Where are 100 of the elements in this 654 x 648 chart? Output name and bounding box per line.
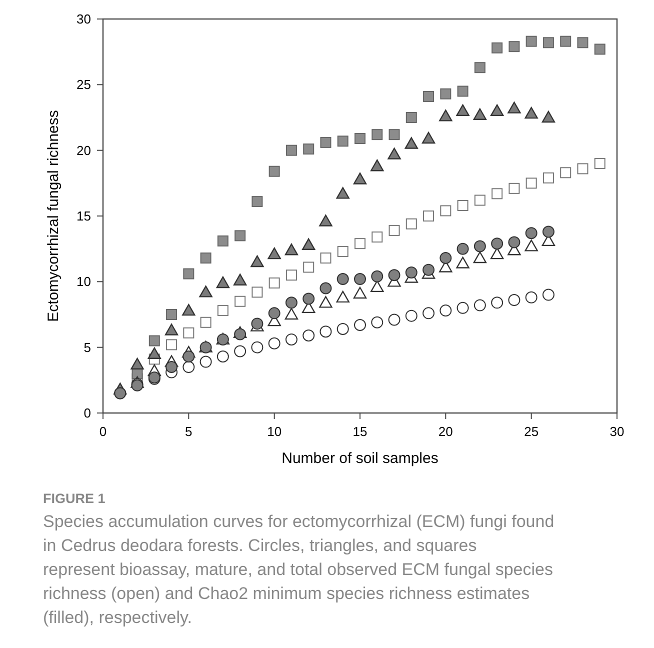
point (371, 316, 384, 328)
point (166, 361, 178, 374)
point (148, 335, 160, 346)
point (216, 350, 229, 363)
point (353, 172, 367, 184)
point (286, 144, 297, 156)
point (268, 337, 280, 350)
point (319, 214, 332, 226)
point (508, 182, 520, 194)
point (577, 163, 588, 174)
point (456, 302, 469, 314)
x-tick-label: 25 (524, 424, 539, 439)
point (404, 137, 418, 149)
point (233, 274, 247, 286)
point (234, 230, 246, 242)
point (457, 200, 468, 211)
point (508, 294, 520, 306)
point (388, 148, 401, 160)
point (508, 236, 520, 248)
point (354, 133, 366, 144)
y-tick-label: 5 (84, 340, 91, 355)
point (372, 232, 383, 243)
point (388, 314, 400, 326)
point (490, 247, 504, 260)
y-axis-title: Ectomycorrhizal fungal richness (45, 110, 62, 322)
point (337, 136, 348, 147)
point (560, 36, 572, 47)
point (354, 319, 366, 332)
point (405, 310, 418, 322)
point (182, 361, 195, 374)
point (440, 205, 452, 216)
point (370, 159, 384, 172)
point (542, 110, 556, 123)
point (353, 286, 367, 299)
point (217, 235, 228, 246)
point (183, 327, 194, 338)
point (148, 347, 161, 359)
x-tick-label: 10 (267, 424, 282, 439)
point (406, 218, 417, 230)
point (422, 264, 435, 276)
point (457, 86, 468, 97)
point (423, 210, 434, 222)
point (388, 269, 400, 282)
point (303, 262, 314, 273)
x-tick-label: 5 (185, 424, 192, 439)
point (166, 309, 178, 320)
point (491, 238, 504, 250)
point (183, 268, 194, 280)
point (456, 242, 469, 255)
point (526, 36, 537, 47)
point (524, 106, 538, 119)
point (473, 251, 487, 264)
point (473, 108, 487, 120)
point (422, 307, 435, 320)
point (474, 240, 486, 252)
point (542, 226, 554, 238)
x-tick-label: 30 (610, 424, 624, 439)
point (456, 256, 470, 268)
point (508, 102, 521, 114)
point (577, 37, 588, 48)
point (164, 324, 178, 336)
point (492, 188, 503, 200)
point (491, 296, 504, 309)
point (252, 196, 263, 208)
point (492, 42, 503, 54)
point (594, 44, 606, 55)
point (336, 322, 349, 335)
point (406, 112, 417, 123)
point (542, 172, 554, 184)
point (405, 266, 418, 278)
point (303, 144, 314, 155)
point (199, 286, 212, 298)
point (560, 167, 572, 178)
point (286, 270, 297, 281)
point (268, 307, 280, 320)
point (320, 252, 332, 264)
caption: FIGURE 1 (43, 491, 106, 506)
point (200, 356, 212, 368)
point (525, 291, 538, 304)
point (234, 296, 246, 307)
point (372, 129, 383, 140)
point (200, 252, 212, 264)
point (302, 330, 315, 342)
point (336, 187, 350, 199)
point (542, 288, 554, 301)
point (440, 304, 452, 317)
point (422, 132, 436, 144)
y-tick-label: 25 (76, 77, 91, 92)
point (524, 240, 538, 252)
point (474, 62, 486, 74)
point (268, 277, 280, 288)
point (354, 238, 366, 250)
x-axis-title: Number of soil samples (282, 450, 438, 467)
point (371, 270, 384, 282)
point (525, 227, 538, 240)
point (251, 341, 264, 354)
point (182, 350, 195, 363)
x-tick-label: 20 (438, 424, 453, 439)
point (490, 104, 504, 116)
point (216, 276, 230, 288)
